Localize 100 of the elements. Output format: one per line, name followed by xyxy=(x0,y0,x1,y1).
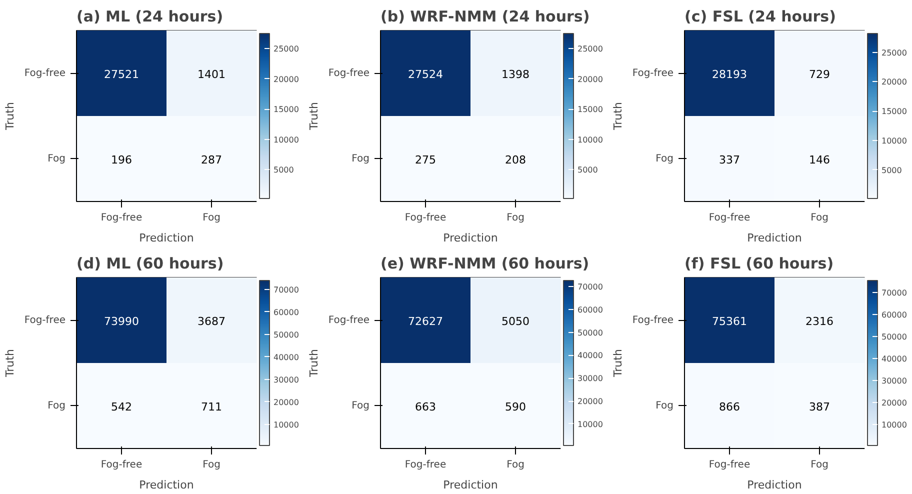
color-bar-label: 50000 xyxy=(882,332,907,342)
data-label: 3687 xyxy=(198,314,226,328)
data-label: 2316 xyxy=(806,314,834,328)
y-axis-title: Truth xyxy=(307,102,320,131)
chart-title: (c) FSL (24 hours) xyxy=(684,8,836,26)
chart-title: (f) FSL (60 hours) xyxy=(684,254,834,272)
color-bar-label: 15000 xyxy=(274,105,299,114)
chart-title: (b) WRF-NMM (24 hours) xyxy=(380,8,590,26)
x-tick-label: Fog-free xyxy=(100,460,142,470)
x-axis-title: Prediction xyxy=(747,232,802,244)
color-bar-label: 40000 xyxy=(274,352,299,362)
x-axis-title: Prediction xyxy=(443,232,498,244)
color-bar-label: 50000 xyxy=(274,330,299,340)
data-label: 146 xyxy=(809,153,830,166)
data-label: 73990 xyxy=(104,314,140,328)
x-axis-title: Prediction xyxy=(747,478,802,492)
x-tick-label: Fog-free xyxy=(708,460,750,470)
color-bar-label: 70000 xyxy=(882,288,907,298)
color-bar-label: 40000 xyxy=(578,351,603,360)
color-bar-label: 10000 xyxy=(578,420,603,429)
color-bar-label: 25000 xyxy=(882,48,907,58)
x-tick-label: Fog xyxy=(506,212,524,224)
color-bar-label: 5000 xyxy=(882,166,902,175)
data-label: 196 xyxy=(111,153,132,166)
color-bar-label: 10000 xyxy=(274,420,299,430)
color-bar-label: 15000 xyxy=(578,105,603,114)
y-tick-label: Fog xyxy=(48,400,66,412)
chart-title: (e) WRF-NMM (60 hours) xyxy=(380,254,590,272)
x-tick-label: Fog-free xyxy=(708,212,750,224)
data-label: 5050 xyxy=(502,314,530,328)
color-bar-label: 20000 xyxy=(274,74,299,84)
y-tick-label: Fog xyxy=(656,400,674,412)
x-axis-title: Prediction xyxy=(443,478,498,492)
color-bar-label: 5000 xyxy=(274,165,294,174)
data-label: 275 xyxy=(415,153,436,166)
data-label: 1398 xyxy=(502,68,530,81)
y-tick-label: Fog-free xyxy=(328,314,370,326)
x-tick-label: Fog-free xyxy=(100,212,142,224)
y-axis-title: Truth xyxy=(3,102,16,131)
color-bar-label: 30000 xyxy=(274,375,299,384)
color-bar-label: 60000 xyxy=(882,310,907,320)
chart-title: (d) ML (60 hours) xyxy=(76,254,224,272)
color-bar-label: 60000 xyxy=(274,308,299,317)
data-label: 287 xyxy=(201,153,222,166)
color-bar-label: 15000 xyxy=(882,107,907,116)
color-bar-label: 20000 xyxy=(882,78,907,87)
chart-title: (a) ML (24 hours) xyxy=(76,8,224,26)
x-tick-label: Fog-free xyxy=(404,460,446,470)
data-label: 590 xyxy=(505,400,526,414)
data-label: 28193 xyxy=(712,68,748,81)
data-label: 208 xyxy=(505,153,526,166)
x-tick-label: Fog xyxy=(202,212,220,224)
color-bar-label: 20000 xyxy=(274,398,299,407)
x-tick-label: Fog xyxy=(810,460,828,470)
color-bar-label: 10000 xyxy=(274,135,299,144)
data-label: 27521 xyxy=(104,68,140,81)
color-bar-label: 30000 xyxy=(882,376,907,386)
y-tick-label: Fog-free xyxy=(632,314,674,326)
color-bar-label: 10000 xyxy=(882,136,907,146)
data-label: 72627 xyxy=(408,314,444,328)
data-label: 711 xyxy=(201,400,222,414)
y-axis-title: Truth xyxy=(307,349,320,378)
data-label: 387 xyxy=(809,400,830,414)
color-bar-label: 20000 xyxy=(578,397,603,406)
y-tick-label: Fog xyxy=(48,153,66,164)
color-bar-label: 20000 xyxy=(882,398,907,408)
x-axis-title: Prediction xyxy=(139,478,194,492)
data-label: 663 xyxy=(415,400,436,414)
color-bar-label: 70000 xyxy=(578,282,603,292)
color-bar-label: 70000 xyxy=(274,285,299,294)
data-label: 27524 xyxy=(408,68,444,81)
y-tick-label: Fog-free xyxy=(24,68,66,79)
color-bar-label: 50000 xyxy=(578,328,603,338)
data-label: 729 xyxy=(809,68,830,81)
color-bar-label: 10000 xyxy=(578,135,603,144)
data-label: 337 xyxy=(719,153,740,166)
color-bar-label: 5000 xyxy=(578,166,598,175)
y-axis-title: Truth xyxy=(611,102,624,131)
y-tick-label: Fog xyxy=(656,153,674,164)
x-tick-label: Fog xyxy=(202,460,220,470)
color-bar-label: 25000 xyxy=(578,44,603,54)
y-tick-label: Fog-free xyxy=(24,314,66,326)
color-bar-label: 60000 xyxy=(578,305,603,314)
y-axis-title: Truth xyxy=(3,349,16,378)
x-axis-title: Prediction xyxy=(139,232,194,244)
y-tick-label: Fog xyxy=(352,153,370,164)
color-bar-label: 40000 xyxy=(882,354,907,364)
data-label: 1401 xyxy=(198,68,226,81)
y-tick-label: Fog xyxy=(352,400,370,412)
data-label: 866 xyxy=(719,400,740,414)
color-bar-label: 30000 xyxy=(578,374,603,384)
x-tick-label: Fog-free xyxy=(404,212,446,224)
color-bar-label: 20000 xyxy=(578,74,603,84)
data-label: 542 xyxy=(111,400,132,414)
x-tick-label: Fog xyxy=(810,212,828,224)
x-tick-label: Fog xyxy=(506,460,524,470)
color-bar-label: 25000 xyxy=(274,44,299,54)
y-tick-label: Fog-free xyxy=(632,68,674,79)
y-axis-title: Truth xyxy=(611,349,624,378)
color-bar-label: 10000 xyxy=(882,420,907,430)
